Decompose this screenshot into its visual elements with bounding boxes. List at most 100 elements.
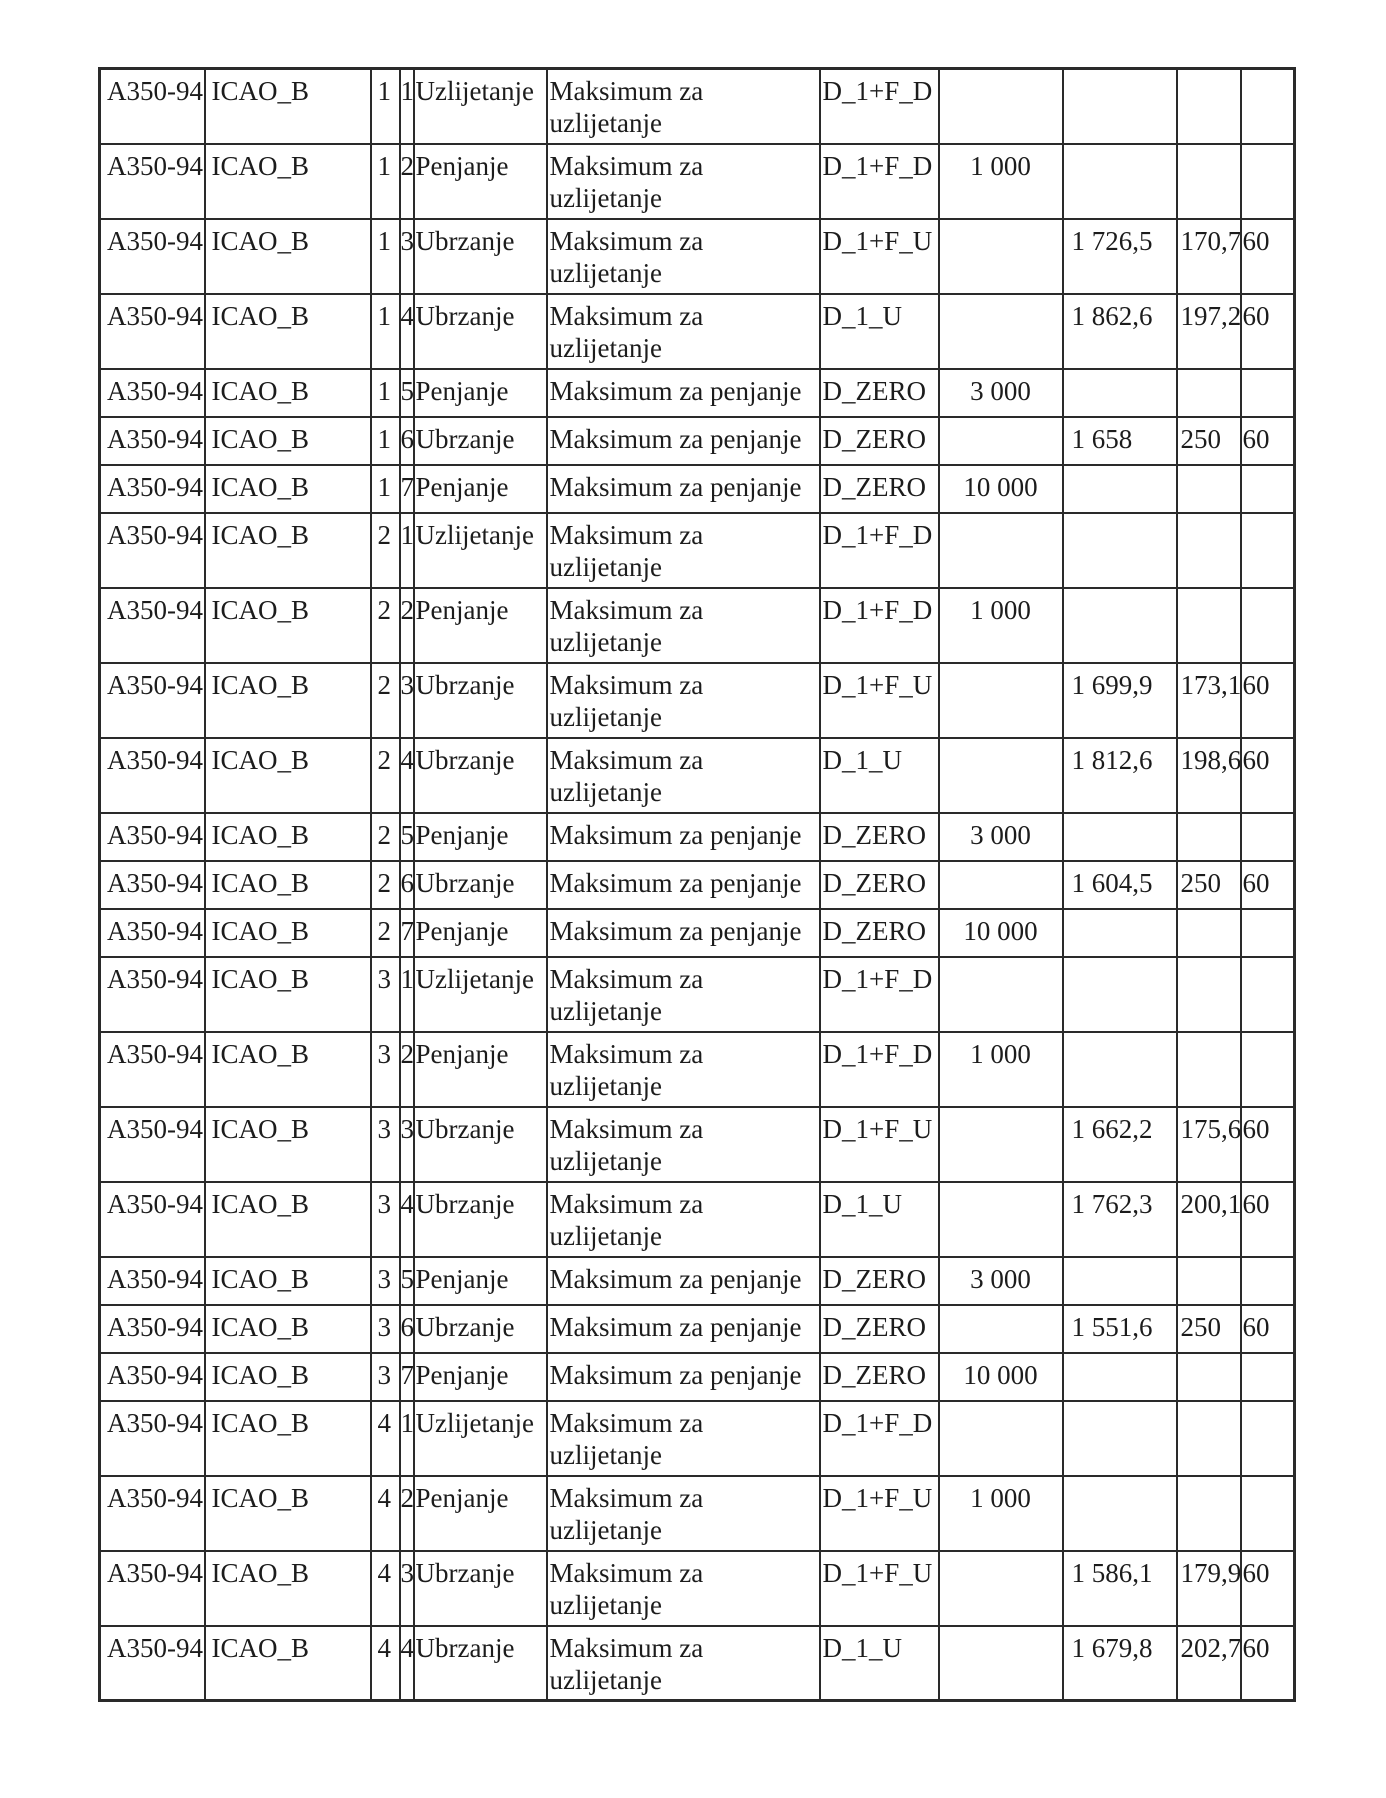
table-row: A350-941 ICAO_B 1 1 Uzlijetanje Maksimum… xyxy=(98,67,1296,145)
cell-value-c xyxy=(1239,955,1296,1033)
cell-power-setting: Maksimum za uzlijetanje xyxy=(545,1180,821,1258)
cell-value-a: 1 662,2 xyxy=(1061,1105,1178,1183)
cell-value-c xyxy=(1239,586,1296,664)
cell-profile-id: ICAO_B xyxy=(203,1180,372,1258)
cell-point-number: 2 xyxy=(398,142,415,220)
cell-flap-code: D_1_U xyxy=(818,292,940,370)
cell-value-b: 250 xyxy=(1175,415,1242,466)
cell-phase: Penjanje xyxy=(412,907,548,958)
cell-flap-code: D_1+F_D xyxy=(818,142,940,220)
table-row: A350-941 ICAO_B 3 2 Penjanje Maksimum za… xyxy=(98,1030,1296,1108)
cell-value-c: 60 xyxy=(1239,292,1296,370)
cell-point-number: 1 xyxy=(398,1399,415,1477)
cell-point-number: 4 xyxy=(398,736,415,814)
cell-phase: Uzlijetanje xyxy=(412,955,548,1033)
cell-profile-id: ICAO_B xyxy=(203,1303,372,1354)
cell-profile-number: 3 xyxy=(369,1351,401,1402)
cell-point-number: 5 xyxy=(398,367,415,418)
cell-profile-id: ICAO_B xyxy=(203,1255,372,1306)
cell-flap-code: D_ZERO xyxy=(818,811,940,862)
cell-phase: Penjanje xyxy=(412,1030,548,1108)
cell-value-b: 250 xyxy=(1175,1303,1242,1354)
cell-point-number: 4 xyxy=(398,1180,415,1258)
cell-altitude xyxy=(937,1399,1064,1477)
cell-value-a: 1 812,6 xyxy=(1061,736,1178,814)
cell-profile-number: 1 xyxy=(369,367,401,418)
cell-power-setting: Maksimum za uzlijetanje xyxy=(545,1549,821,1627)
cell-profile-id: ICAO_B xyxy=(203,661,372,739)
cell-value-c xyxy=(1239,463,1296,514)
cell-aircraft: A350-941 xyxy=(98,1255,206,1306)
cell-profile-id: ICAO_B xyxy=(203,511,372,589)
cell-profile-number: 2 xyxy=(369,859,401,910)
cell-point-number: 2 xyxy=(398,586,415,664)
cell-aircraft: A350-941 xyxy=(98,1030,206,1108)
cell-altitude xyxy=(937,1105,1064,1183)
cell-flap-code: D_1+F_D xyxy=(818,586,940,664)
cell-aircraft: A350-941 xyxy=(98,292,206,370)
cell-power-setting: Maksimum za penjanje xyxy=(545,907,821,958)
cell-profile-number: 3 xyxy=(369,1105,401,1183)
cell-value-a xyxy=(1061,586,1178,664)
cell-value-a: 1 679,8 xyxy=(1061,1624,1178,1702)
cell-altitude: 10 000 xyxy=(937,1351,1064,1402)
cell-profile-id: ICAO_B xyxy=(203,1624,372,1702)
cell-phase: Penjanje xyxy=(412,1255,548,1306)
cell-value-b: 202,7 xyxy=(1175,1624,1242,1702)
cell-profile-number: 4 xyxy=(369,1624,401,1702)
cell-aircraft: A350-941 xyxy=(98,811,206,862)
cell-value-b xyxy=(1175,463,1242,514)
cell-profile-id: ICAO_B xyxy=(203,217,372,295)
cell-altitude xyxy=(937,1303,1064,1354)
cell-altitude xyxy=(937,67,1064,145)
cell-value-a xyxy=(1061,1351,1178,1402)
cell-phase: Ubrzanje xyxy=(412,1624,548,1702)
table-row: A350-941 ICAO_B 3 5 Penjanje Maksimum za… xyxy=(98,1255,1296,1306)
cell-power-setting: Maksimum za uzlijetanje xyxy=(545,1624,821,1702)
cell-flap-code: D_1+F_D xyxy=(818,955,940,1033)
cell-value-c: 60 xyxy=(1239,217,1296,295)
cell-point-number: 4 xyxy=(398,1624,415,1702)
cell-altitude xyxy=(937,736,1064,814)
cell-value-b: 179,9 xyxy=(1175,1549,1242,1627)
cell-aircraft: A350-941 xyxy=(98,736,206,814)
cell-phase: Penjanje xyxy=(412,463,548,514)
cell-flap-code: D_ZERO xyxy=(818,1303,940,1354)
table-row: A350-941 ICAO_B 2 5 Penjanje Maksimum za… xyxy=(98,811,1296,862)
cell-profile-number: 1 xyxy=(369,463,401,514)
cell-flap-code: D_1_U xyxy=(818,736,940,814)
cell-value-b: 175,6 xyxy=(1175,1105,1242,1183)
cell-value-b xyxy=(1175,1255,1242,1306)
table-row: A350-941 ICAO_B 4 3 Ubrzanje Maksimum za… xyxy=(98,1549,1296,1627)
cell-profile-number: 1 xyxy=(369,415,401,466)
cell-profile-id: ICAO_B xyxy=(203,586,372,664)
cell-aircraft: A350-941 xyxy=(98,955,206,1033)
cell-phase: Ubrzanje xyxy=(412,859,548,910)
cell-profile-id: ICAO_B xyxy=(203,1399,372,1477)
cell-aircraft: A350-941 xyxy=(98,367,206,418)
cell-profile-number: 2 xyxy=(369,511,401,589)
cell-altitude: 3 000 xyxy=(937,367,1064,418)
cell-phase: Penjanje xyxy=(412,1474,548,1552)
cell-profile-number: 1 xyxy=(369,217,401,295)
table-row: A350-941 ICAO_B 1 7 Penjanje Maksimum za… xyxy=(98,463,1296,514)
cell-phase: Penjanje xyxy=(412,811,548,862)
cell-value-c xyxy=(1239,811,1296,862)
cell-value-b xyxy=(1175,367,1242,418)
cell-power-setting: Maksimum za uzlijetanje xyxy=(545,586,821,664)
cell-profile-id: ICAO_B xyxy=(203,415,372,466)
cell-profile-id: ICAO_B xyxy=(203,1030,372,1108)
cell-point-number: 7 xyxy=(398,1351,415,1402)
cell-profile-number: 3 xyxy=(369,1303,401,1354)
cell-point-number: 3 xyxy=(398,1105,415,1183)
cell-profile-number: 2 xyxy=(369,661,401,739)
cell-aircraft: A350-941 xyxy=(98,661,206,739)
cell-altitude: 1 000 xyxy=(937,1474,1064,1552)
cell-phase: Ubrzanje xyxy=(412,1303,548,1354)
cell-value-a xyxy=(1061,907,1178,958)
table-row: A350-941 ICAO_B 3 4 Ubrzanje Maksimum za… xyxy=(98,1180,1296,1258)
cell-profile-number: 1 xyxy=(369,292,401,370)
cell-altitude xyxy=(937,661,1064,739)
cell-phase: Ubrzanje xyxy=(412,217,548,295)
